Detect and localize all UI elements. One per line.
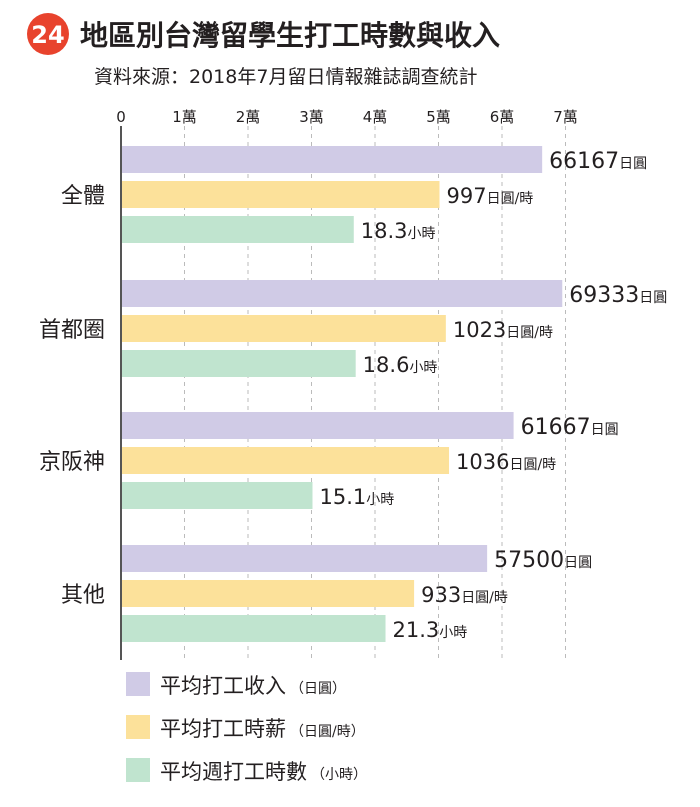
data-label-value: 933 — [421, 583, 461, 607]
x-tick-label: 1萬 — [172, 108, 197, 126]
bar-income — [122, 146, 543, 173]
data-label-value: 1023 — [453, 318, 506, 342]
bar-wage — [122, 447, 450, 474]
bar-hours — [122, 216, 354, 243]
bar-hours — [122, 482, 313, 509]
legend-item: 平均打工時薪 （日圓/時） — [160, 717, 365, 741]
x-tick-label: 0 — [116, 108, 126, 126]
data-label-value: 57500 — [494, 548, 564, 573]
chart-number-badge — [27, 13, 69, 55]
bar-income — [122, 412, 514, 439]
data-label-unit: 日圓 — [564, 555, 592, 571]
bar-wage — [122, 580, 415, 607]
bar-income — [122, 545, 488, 572]
data-label: 57500日圓 — [494, 548, 592, 573]
legend-unit: （日圓/時） — [290, 724, 365, 740]
bars: 66167日圓997日圓/時18.3小時69333日圓1023日圓/時18.6小… — [122, 146, 667, 642]
data-label: 69333日圓 — [569, 283, 667, 308]
x-tick-label: 2萬 — [236, 108, 261, 126]
data-label: 21.3小時 — [393, 618, 468, 642]
bar-wage — [122, 181, 440, 208]
data-label-value: 18.3 — [361, 219, 408, 243]
data-label: 18.6小時 — [363, 353, 438, 377]
data-label-unit: 日圓 — [639, 290, 667, 306]
data-label-unit: 日圓 — [619, 156, 647, 172]
data-label-unit: 日圓 — [591, 422, 619, 438]
bar-wage — [122, 315, 446, 342]
chart-header: 24 地區別台灣留學生打工時數與收入 資料來源：2018年7月留日情報雜誌調查統… — [27, 13, 500, 88]
data-label: 1023日圓/時 — [453, 318, 553, 342]
legend-label: 平均打工收入 — [160, 674, 286, 698]
bar-hours — [122, 615, 386, 642]
chart-source: 資料來源：2018年7月留日情報雜誌調查統計 — [94, 66, 477, 88]
chart-title: 地區別台灣留學生打工時數與收入 — [80, 19, 500, 52]
data-label: 933日圓/時 — [421, 583, 508, 607]
category-label: 京阪神 — [39, 450, 105, 475]
data-label-unit: 小時 — [408, 226, 436, 242]
legend-swatch — [126, 758, 150, 782]
data-label: 61667日圓 — [521, 415, 619, 440]
legend-label: 平均打工時薪 — [160, 717, 286, 741]
data-label-unit: 小時 — [366, 492, 394, 508]
legend-swatch — [126, 715, 150, 739]
x-tick-label: 3萬 — [299, 108, 324, 126]
data-label-unit: 小時 — [439, 625, 467, 641]
bar-hours — [122, 350, 356, 377]
legend: 平均打工收入 （日圓） 平均打工時薪 （日圓/時） 平均週打工時數 （小時） — [126, 672, 367, 784]
data-label-unit: 日圓/時 — [487, 191, 534, 207]
legend-item: 平均週打工時數 （小時） — [160, 760, 367, 784]
data-label: 66167日圓 — [549, 149, 647, 174]
chart-number: 24 — [31, 21, 64, 49]
legend-swatch — [126, 672, 150, 696]
data-label-value: 66167 — [549, 149, 619, 174]
data-label-value: 997 — [447, 184, 487, 208]
category-label: 首都圈 — [39, 318, 105, 343]
bar-income — [122, 280, 563, 307]
data-label-value: 1036 — [456, 450, 509, 474]
data-label-unit: 日圓/時 — [509, 457, 556, 473]
data-label-value: 18.6 — [363, 353, 410, 377]
legend-unit: （日圓） — [290, 681, 346, 697]
data-label-value: 61667 — [521, 415, 591, 440]
x-tick-label: 7萬 — [553, 108, 578, 126]
data-label-unit: 小時 — [409, 360, 437, 376]
data-label-unit: 日圓/時 — [506, 325, 553, 341]
category-label: 全體 — [61, 184, 105, 209]
data-label-value: 21.3 — [393, 618, 440, 642]
x-axis-ticks: 0 1萬 2萬 3萬 4萬 5萬 6萬 7萬 — [116, 108, 578, 126]
grid — [184, 126, 566, 660]
x-tick-label: 4萬 — [363, 108, 388, 126]
data-label-unit: 日圓/時 — [461, 590, 508, 606]
data-label: 997日圓/時 — [447, 184, 534, 208]
x-tick-label: 6萬 — [490, 108, 515, 126]
legend-label: 平均週打工時數 — [160, 760, 307, 784]
legend-item: 平均打工收入 （日圓） — [160, 674, 346, 698]
data-label-value: 69333 — [569, 283, 639, 308]
legend-unit: （小時） — [311, 767, 367, 783]
data-label: 18.3小時 — [361, 219, 436, 243]
data-label: 15.1小時 — [320, 485, 395, 509]
category-label: 其他 — [61, 583, 105, 608]
data-label-value: 15.1 — [320, 485, 367, 509]
data-label: 1036日圓/時 — [456, 450, 556, 474]
x-tick-label: 5萬 — [426, 108, 451, 126]
